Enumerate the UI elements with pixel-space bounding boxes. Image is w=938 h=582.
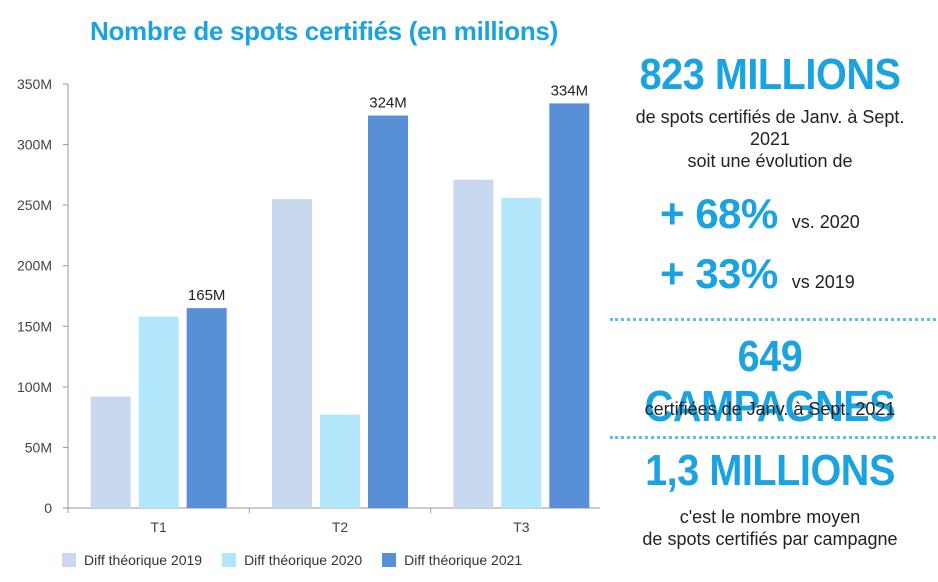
stat-total-spots-desc-1: de spots certifiés de Janv. à Sept.: [635, 107, 905, 127]
legend-label-2021: Diff théorique 2021: [404, 552, 523, 568]
bar-t3-2019: [453, 179, 494, 508]
x-tick-label-t1: T1: [150, 519, 167, 535]
growth-vs-2020-label: vs. 2020: [791, 212, 860, 232]
stat-campaigns: 649 CAMPAGNES: [644, 332, 896, 431]
growth-vs-2019-label: vs 2019: [791, 272, 855, 292]
bar-t3-2021: [549, 103, 590, 508]
stat-avg-spots-desc-2: de spots certifiés par campagne: [642, 529, 898, 549]
legend-swatch-2021: [382, 553, 397, 567]
stat-total-spots: 823 MILLIONS: [639, 50, 901, 99]
legend-item-2021: Diff théorique 2021: [382, 552, 522, 568]
bar-chart: 0 50M 100M 150M 200M 250M 300M 350M 165M T1 324M T2…: [17, 76, 600, 535]
y-tick-label: 250M: [17, 197, 52, 213]
bar-t2-2020: [320, 414, 360, 508]
y-tick-label: 200M: [17, 258, 52, 274]
chart-legend: Diff théorique 2019 Diff théorique 2020 …: [62, 552, 522, 568]
stat-avg-spots-desc-1: c'est le nombre moyen: [679, 507, 861, 527]
data-label-t3: 334M: [551, 82, 589, 99]
stat-campaigns-desc: certifiées de Janv. à Sept. 2021: [644, 399, 896, 419]
y-tick-label: 100M: [17, 379, 52, 395]
data-label-t1: 165M: [188, 287, 226, 304]
bar-t1-2020: [138, 316, 179, 508]
bar-t2-2021: [368, 115, 408, 509]
growth-vs-2020-value: + 68%: [660, 190, 778, 237]
stat-total-spots-desc-3: soit une évolution de: [687, 151, 853, 171]
x-tick-label-t3: T3: [513, 519, 530, 535]
y-tick-label: 150M: [17, 318, 52, 334]
dotted-divider-2: [610, 436, 936, 439]
dotted-divider-1: [610, 318, 936, 321]
legend-label-2020: Diff théorique 2020: [244, 552, 363, 568]
y-tick-label: 50M: [25, 439, 52, 455]
bar-t3-2020: [501, 197, 542, 509]
stat-avg-spots: 1,3 MILLIONS: [645, 446, 895, 495]
bar-t1-2019: [90, 396, 131, 508]
x-tick-label-t2: T2: [332, 519, 349, 535]
legend-item-2019: Diff théorique 2019: [62, 552, 202, 568]
growth-vs-2020: + 68% vs. 2020: [660, 190, 860, 238]
y-tick-label: 300M: [17, 137, 52, 153]
legend-item-2020: Diff théorique 2020: [222, 552, 362, 568]
stat-total-spots-desc-2: 2021: [749, 129, 791, 149]
legend-swatch-2020: [222, 553, 237, 567]
y-tick-label: 0: [44, 500, 52, 516]
legend-label-2019: Diff théorique 2019: [84, 552, 203, 568]
growth-vs-2019: + 33% vs 2019: [660, 250, 855, 298]
chart-title: Nombre de spots certifiés (en millions): [90, 16, 558, 46]
growth-vs-2019-value: + 33%: [660, 250, 778, 297]
y-tick-label: 350M: [17, 76, 52, 92]
data-label-t2: 324M: [369, 94, 407, 111]
bar-t2-2019: [272, 199, 312, 509]
bar-t1-2021: [186, 308, 227, 508]
legend-swatch-2019: [62, 553, 76, 567]
